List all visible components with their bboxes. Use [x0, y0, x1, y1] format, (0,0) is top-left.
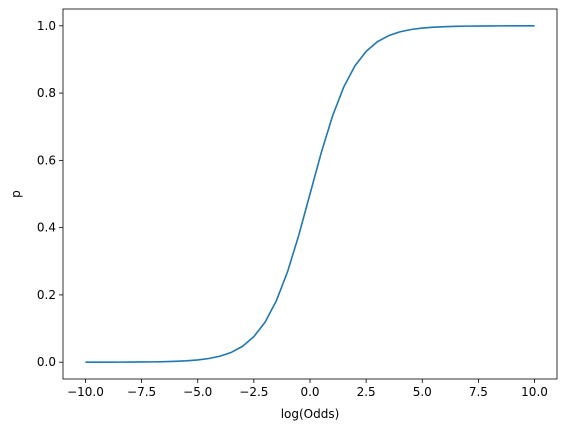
x-axis-label: log(Odds) — [281, 407, 340, 421]
x-tick-label: −5.0 — [183, 385, 212, 399]
y-tick-label: 0.6 — [37, 153, 56, 167]
y-tick-label: 1.0 — [37, 19, 56, 33]
plot-frame — [62, 8, 558, 380]
x-tick-label: 5.0 — [413, 385, 432, 399]
x-tick-label: 10.0 — [521, 385, 548, 399]
x-tick-label: 2.5 — [357, 385, 376, 399]
y-tick-label: 0.0 — [37, 355, 56, 369]
y-tick-label: 0.2 — [37, 288, 56, 302]
y-axis-label: p — [9, 190, 23, 198]
y-tick-label: 0.8 — [37, 86, 56, 100]
x-tick-label: 7.5 — [469, 385, 488, 399]
x-tick-label: 0.0 — [300, 385, 319, 399]
x-tick-label: −2.5 — [239, 385, 268, 399]
x-tick-label: −10.0 — [67, 385, 104, 399]
x-tick-label: −7.5 — [127, 385, 156, 399]
line — [85, 25, 535, 363]
y-tick-label: 0.4 — [37, 221, 56, 235]
